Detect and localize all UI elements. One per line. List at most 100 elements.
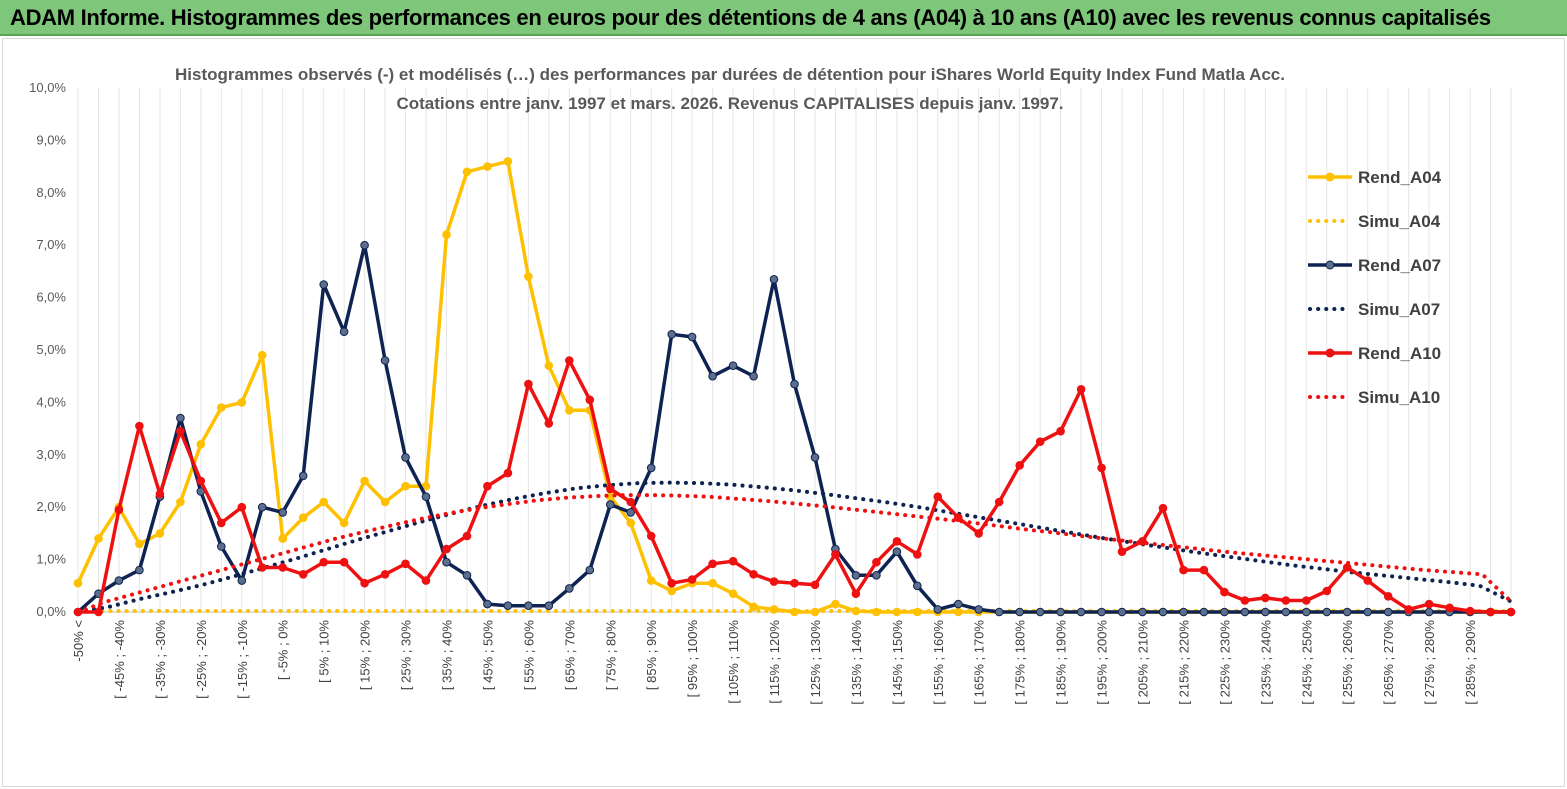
x-tick-label: [ 215% ; 220% bbox=[1176, 620, 1191, 705]
data-point-Rend_A04 bbox=[646, 576, 656, 585]
data-point-Rend_A07 bbox=[114, 576, 124, 585]
data-point-Rend_A07 bbox=[483, 599, 492, 609]
data-point-Rend_A10 bbox=[421, 576, 431, 585]
x-tick-label: [ 275% ; 280% bbox=[1422, 620, 1437, 705]
data-point-Rend_A07 bbox=[954, 599, 963, 609]
data-point-Rend_A10 bbox=[1465, 606, 1475, 616]
data-point-Rend_A10 bbox=[524, 379, 533, 389]
data-point-Rend_A07 bbox=[544, 601, 554, 611]
data-point-Rend_A04 bbox=[462, 167, 472, 177]
data-point-Rend_A07 bbox=[1383, 607, 1393, 617]
data-point-Rend_A04 bbox=[237, 398, 247, 407]
data-point-Rend_A07 bbox=[503, 601, 513, 611]
data-point-Rend_A07 bbox=[749, 371, 758, 381]
data-point-Rend_A07 bbox=[646, 463, 656, 473]
data-point-Rend_A07 bbox=[1056, 607, 1065, 617]
data-point-Rend_A07 bbox=[667, 330, 677, 339]
data-point-Rend_A10 bbox=[544, 419, 554, 428]
data-point-Rend_A07 bbox=[1138, 607, 1147, 617]
data-point-Rend_A04 bbox=[319, 497, 329, 507]
data-point-Rend_A07 bbox=[524, 601, 533, 611]
data-point-Rend_A10 bbox=[1220, 587, 1229, 597]
data-point-Rend_A07 bbox=[1322, 607, 1332, 617]
series-line-Simu_A07 bbox=[76, 480, 1513, 614]
series-Simu_A07 bbox=[76, 480, 1513, 614]
x-tick-label: [ 235% ; 240% bbox=[1258, 620, 1273, 705]
legend-marker bbox=[1325, 260, 1335, 270]
data-point-Rend_A07 bbox=[1158, 607, 1168, 617]
legend-item-Simu_A10: Simu_A10 bbox=[1308, 388, 1440, 407]
data-point-Rend_A07 bbox=[401, 453, 410, 462]
data-point-Rend_A07 bbox=[687, 332, 697, 342]
data-point-Rend_A10 bbox=[135, 421, 144, 431]
data-point-Rend_A10 bbox=[1486, 607, 1495, 617]
data-point-Rend_A10 bbox=[1424, 599, 1434, 609]
x-tick-label: [ 205% ; 210% bbox=[1136, 620, 1151, 705]
data-point-Rend_A07 bbox=[380, 356, 390, 365]
data-point-Rend_A10 bbox=[892, 537, 902, 546]
x-tick-label: [ 95% ; 100% bbox=[685, 620, 700, 698]
data-point-Rend_A04 bbox=[565, 406, 574, 415]
y-axis-ticks: 0,0% 1,0% 2,0% 3,0% 4,0% 5,0% 6,0% 7,0% 8,0% 9,0%… bbox=[29, 80, 66, 619]
y-tick-label: 9,0% bbox=[36, 132, 66, 147]
data-point-Rend_A07 bbox=[933, 605, 943, 614]
data-point-Rend_A07 bbox=[606, 500, 615, 509]
series-line-Simu_A10 bbox=[76, 493, 1513, 614]
x-tick-label: [ 25% ; 30% bbox=[399, 620, 414, 691]
data-point-Rend_A07 bbox=[237, 576, 247, 585]
data-point-Rend_A10 bbox=[217, 518, 226, 528]
data-point-Rend_A07 bbox=[1424, 607, 1434, 617]
data-point-Rend_A10 bbox=[1322, 586, 1332, 596]
data-point-Rend_A10 bbox=[1056, 426, 1065, 436]
data-point-Rend_A10 bbox=[196, 476, 206, 486]
legend-label: Rend_A10 bbox=[1358, 344, 1441, 363]
x-tick-label: [ 115% ; 120% bbox=[767, 620, 782, 704]
data-point-Rend_A04 bbox=[442, 230, 451, 239]
legend: Rend_A04 Simu_A04 Rend_A07 Simu_A07 Rend_A10… bbox=[1308, 168, 1442, 407]
series-Simu_A10 bbox=[76, 493, 1513, 614]
x-tick-label: [ 35% ; 40% bbox=[439, 620, 454, 691]
data-point-Rend_A07 bbox=[319, 280, 329, 289]
x-tick-label: [ 165% ; 170% bbox=[972, 620, 987, 705]
legend-item-Simu_A04: Simu_A04 bbox=[1308, 212, 1441, 231]
data-point-Rend_A04 bbox=[708, 578, 717, 588]
series-group bbox=[73, 157, 1516, 617]
data-point-Rend_A07 bbox=[1240, 607, 1250, 617]
y-tick-label: 10,0% bbox=[29, 80, 66, 95]
legend-label: Simu_A10 bbox=[1358, 388, 1440, 407]
data-point-Rend_A07 bbox=[217, 542, 226, 551]
data-point-Rend_A07 bbox=[851, 571, 861, 580]
data-point-Rend_A07 bbox=[913, 581, 922, 591]
data-point-Rend_A04 bbox=[155, 529, 165, 538]
legend-item-Rend_A04: Rend_A04 bbox=[1308, 168, 1442, 187]
x-tick-label: [ 255% ; 260% bbox=[1340, 620, 1355, 705]
legend-item-Rend_A10: Rend_A10 bbox=[1308, 344, 1441, 363]
data-point-Rend_A10 bbox=[626, 497, 636, 507]
data-point-Rend_A04 bbox=[73, 578, 83, 588]
x-tick-label: [ 75% ; 80% bbox=[603, 620, 618, 691]
data-point-Rend_A10 bbox=[687, 575, 697, 584]
data-point-Rend_A10 bbox=[1015, 461, 1025, 470]
data-point-Rend_A10 bbox=[708, 559, 717, 569]
x-tick-label: -50% < bbox=[71, 620, 86, 662]
data-point-Rend_A10 bbox=[114, 505, 124, 515]
data-point-Rend_A07 bbox=[810, 453, 820, 462]
data-point-Rend_A07 bbox=[1097, 607, 1106, 617]
data-point-Rend_A04 bbox=[503, 157, 513, 166]
series-Rend_A07 bbox=[73, 240, 1516, 617]
data-point-Rend_A07 bbox=[994, 607, 1004, 617]
data-point-Rend_A07 bbox=[442, 557, 451, 567]
data-point-Rend_A07 bbox=[585, 565, 595, 575]
data-point-Rend_A04 bbox=[524, 272, 533, 281]
legend-marker bbox=[1325, 348, 1335, 358]
data-point-Rend_A07 bbox=[1179, 607, 1188, 617]
data-point-Rend_A04 bbox=[831, 599, 840, 609]
legend-label: Simu_A07 bbox=[1358, 300, 1440, 319]
chart-frame bbox=[2, 38, 1565, 787]
x-tick-label: [ 155% ; 160% bbox=[931, 620, 946, 705]
data-point-Rend_A07 bbox=[1199, 607, 1209, 617]
data-point-Rend_A10 bbox=[1363, 576, 1372, 585]
data-point-Rend_A10 bbox=[1076, 385, 1086, 394]
y-tick-label: 0,0% bbox=[36, 604, 66, 619]
data-point-Rend_A10 bbox=[1261, 593, 1270, 603]
